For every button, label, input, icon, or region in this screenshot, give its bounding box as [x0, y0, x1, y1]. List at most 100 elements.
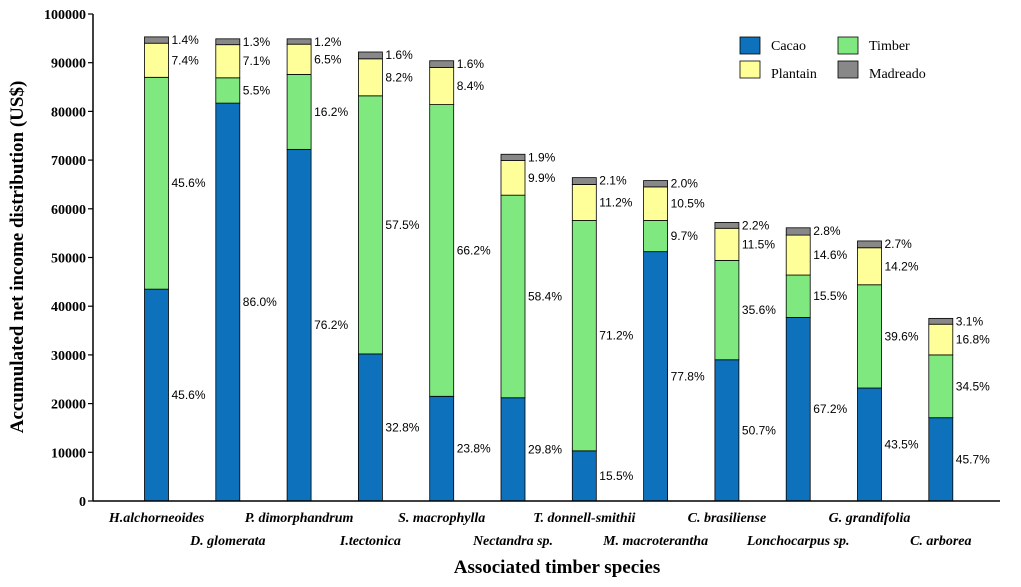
x-tick-label: I.tectonica [339, 534, 401, 549]
data-label-plantain: 7.4% [172, 53, 200, 67]
bar-segment-plantain [785, 234, 811, 276]
data-label-plantain: 10.5% [671, 197, 705, 211]
bar-segment-madreado [571, 177, 597, 185]
data-label-cacao: 76.2% [314, 318, 348, 332]
bar-segment-plantain [429, 67, 455, 105]
x-tick-label: H.alchorneoides [108, 511, 205, 526]
bar-segment-madreado [500, 153, 526, 161]
data-label-plantain: 11.5% [742, 237, 775, 251]
bar-segment-madreado [357, 51, 383, 60]
y-tick-label: 10000 [51, 446, 86, 461]
data-label-cacao: 67.2% [813, 402, 847, 416]
x-tick-label: P. dimorphandrum [245, 511, 354, 526]
data-label-madreado: 2.0% [671, 177, 699, 191]
data-label-cacao: 50.7% [742, 423, 776, 437]
data-label-plantain: 8.4% [457, 79, 485, 93]
data-label-plantain: 16.8% [956, 333, 990, 347]
y-tick-label: 70000 [51, 154, 86, 169]
data-label-cacao: 45.6% [172, 388, 206, 402]
legend-swatch-madreado [837, 60, 859, 79]
data-label-cacao: 23.8% [457, 442, 491, 456]
x-tick-label: D. glomerata [189, 534, 265, 549]
data-label-timber: 15.5% [813, 289, 847, 303]
data-label-madreado: 3.1% [956, 314, 984, 328]
bar-segment-plantain [357, 58, 383, 97]
bar-segment-timber [144, 76, 169, 290]
bar-segment-madreado [144, 36, 169, 44]
bar-segment-madreado [857, 240, 882, 249]
data-label-timber: 39.6% [885, 329, 919, 343]
data-label-madreado: 1.6% [457, 57, 485, 71]
data-label-cacao: 29.8% [528, 442, 562, 456]
data-label-timber: 71.2% [599, 329, 633, 343]
bar-segment-cacao [785, 317, 811, 502]
legend: Cacao Timber Plantain Madreado [725, 25, 965, 97]
y-tick-label: 40000 [51, 300, 86, 315]
bar-segment-plantain [857, 247, 882, 286]
bar-segment-madreado [643, 180, 668, 188]
x-tick-label: M. macroterantha [602, 534, 708, 549]
y-axis-title: Accumulated net income distribution (US$… [7, 81, 28, 434]
data-label-cacao: 45.7% [956, 452, 990, 466]
data-label-madreado: 1.4% [172, 33, 200, 47]
data-label-cacao: 15.5% [599, 469, 633, 483]
legend-swatch-timber [837, 36, 859, 55]
data-label-madreado: 2.2% [742, 218, 770, 232]
bar-segment-cacao [500, 397, 526, 502]
bar-segment-cacao [643, 251, 668, 502]
data-label-madreado: 1.2% [314, 35, 342, 49]
x-tick-label: T. donnell-smithii [533, 511, 635, 526]
bar-segment-plantain [500, 160, 526, 196]
x-axis-tick-labels: H.alchorneoides D. glomerata P. dimorphand… [108, 511, 972, 549]
bar-segment-cacao [928, 417, 954, 502]
bar-segment-plantain [928, 323, 954, 356]
y-tick-label: 0 [79, 495, 86, 510]
data-label-cacao: 86.0% [243, 295, 277, 309]
bar-segment-plantain [144, 42, 169, 78]
data-label-timber: 45.6% [172, 176, 206, 190]
data-label-madreado: 2.8% [813, 224, 841, 238]
bar-segment-madreado [429, 60, 455, 68]
data-label-madreado: 2.7% [885, 237, 913, 251]
legend-label-cacao: Cacao [771, 39, 806, 54]
x-tick-label: Nectandra sp. [472, 534, 553, 549]
bar-segment-cacao [286, 148, 312, 502]
bar-segment-cacao [144, 288, 169, 502]
y-tick-label: 20000 [51, 398, 86, 413]
x-tick-label: C. brasiliense [688, 511, 767, 526]
x-axis-title: Associated timber species [454, 557, 661, 578]
bar-segment-plantain [714, 227, 740, 261]
y-tick-label: 30000 [51, 349, 86, 364]
data-label-plantain: 11.2% [599, 195, 632, 209]
x-tick-label: G. grandifolia [829, 511, 911, 526]
data-label-timber: 16.2% [314, 105, 348, 119]
bar-segment-timber [714, 260, 740, 361]
bar-segment-plantain [286, 43, 312, 75]
bar-segment-cacao [857, 387, 882, 502]
y-tick-label: 90000 [51, 57, 86, 72]
data-label-plantain: 7.1% [243, 54, 271, 68]
data-label-plantain: 14.2% [885, 259, 919, 273]
data-label-madreado: 2.1% [599, 174, 627, 188]
data-label-madreado: 1.6% [385, 48, 413, 62]
legend-label-timber: Timber [869, 39, 910, 54]
bar-segment-cacao [357, 353, 383, 502]
bar-segment-plantain [215, 44, 241, 79]
legend-label-madreado: Madreado [869, 67, 926, 82]
bar-segment-timber [857, 284, 882, 389]
legend-swatch-cacao [739, 36, 761, 55]
bar-segment-timber [643, 220, 668, 253]
data-label-cacao: 77.8% [671, 369, 705, 383]
bar-segment-madreado [928, 317, 954, 325]
data-label-madreado: 1.9% [528, 150, 556, 164]
bar-segment-timber [286, 73, 312, 150]
bar-segment-timber [357, 95, 383, 355]
y-tick-label: 80000 [51, 105, 86, 120]
bar-segment-cacao [714, 359, 740, 502]
bar-segment-madreado [785, 227, 811, 236]
bar-segment-timber [928, 354, 954, 419]
bars [144, 36, 954, 502]
bar-segment-madreado [215, 38, 241, 46]
y-axis-ticks: 0 10000 20000 30000 40000 50000 60000 70000 8000… [44, 8, 93, 510]
